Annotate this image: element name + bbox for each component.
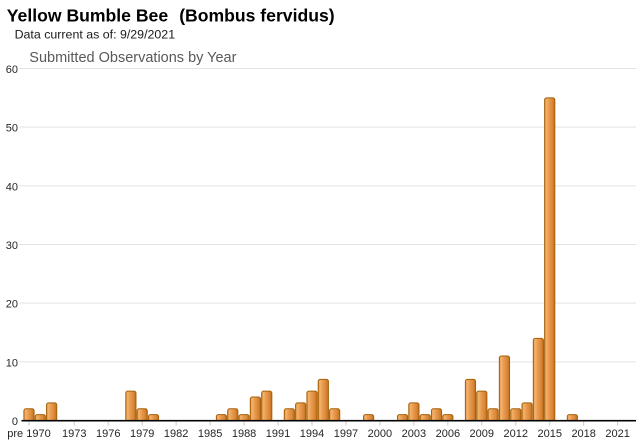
svg-text:2018: 2018 bbox=[571, 428, 595, 440]
svg-text:1997: 1997 bbox=[334, 428, 358, 440]
svg-text:2009: 2009 bbox=[470, 428, 494, 440]
svg-text:1976: 1976 bbox=[96, 428, 120, 440]
svg-text:pre 1970: pre 1970 bbox=[7, 428, 50, 440]
svg-text:10: 10 bbox=[6, 357, 18, 369]
svg-text:2003: 2003 bbox=[402, 428, 426, 440]
svg-text:40: 40 bbox=[6, 181, 18, 193]
svg-text:2012: 2012 bbox=[504, 428, 528, 440]
svg-text:1982: 1982 bbox=[164, 428, 188, 440]
svg-text:2006: 2006 bbox=[436, 428, 460, 440]
svg-text:1994: 1994 bbox=[300, 428, 324, 440]
svg-text:60: 60 bbox=[6, 64, 18, 76]
svg-text:50: 50 bbox=[6, 123, 18, 135]
svg-text:1973: 1973 bbox=[62, 428, 86, 440]
svg-text:2000: 2000 bbox=[368, 428, 392, 440]
svg-text:Yellow Bumble Bee: Yellow Bumble Bee bbox=[7, 6, 169, 26]
svg-text:30: 30 bbox=[6, 240, 18, 252]
svg-text:1988: 1988 bbox=[232, 428, 256, 440]
svg-text:2015: 2015 bbox=[537, 428, 561, 440]
svg-text:(Bombus fervidus): (Bombus fervidus) bbox=[179, 6, 334, 26]
svg-text:Data current as of: 9/29/2021: Data current as of: 9/29/2021 bbox=[15, 28, 176, 42]
svg-text:1985: 1985 bbox=[198, 428, 222, 440]
svg-text:2021: 2021 bbox=[605, 428, 629, 440]
svg-text:Submitted Observations by Year: Submitted Observations by Year bbox=[29, 50, 236, 66]
svg-text:1991: 1991 bbox=[266, 428, 290, 440]
svg-text:1979: 1979 bbox=[130, 428, 154, 440]
svg-text:0: 0 bbox=[12, 416, 18, 428]
svg-text:20: 20 bbox=[6, 299, 18, 311]
